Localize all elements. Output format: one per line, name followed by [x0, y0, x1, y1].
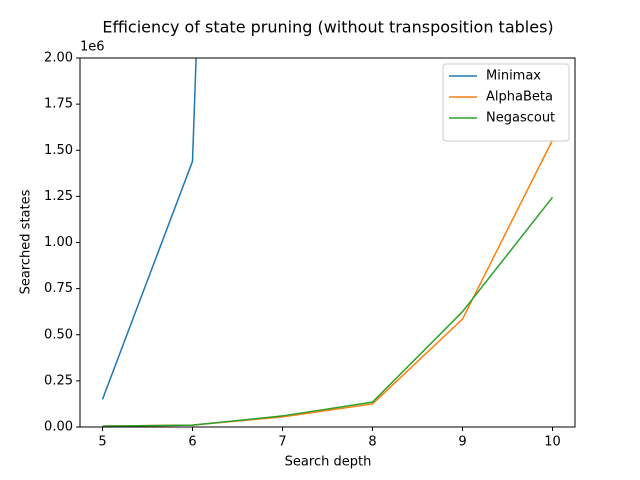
y-tick-label: 0.25 — [44, 373, 73, 388]
chart-title: Efficiency of state pruning (without tra… — [102, 18, 553, 37]
legend-label: Negascout — [486, 111, 555, 126]
plot-area — [101, 58, 554, 427]
x-axis-label: Search depth — [285, 455, 372, 470]
y-scale-label: 1e6 — [80, 40, 105, 55]
series-line — [102, 196, 554, 427]
legend: Minimax AlphaBeta Negascout — [442, 63, 570, 142]
legend-box — [442, 63, 570, 142]
x-tick-label: 8 — [368, 435, 376, 450]
y-tick-label: 1.75 — [44, 97, 73, 112]
y-tick-label: 1.50 — [44, 143, 73, 158]
y-tick-label: 2.00 — [44, 51, 73, 66]
x-tick-label: 9 — [458, 435, 466, 450]
y-tick-label: 0.50 — [44, 327, 73, 342]
x-tick-label: 7 — [278, 435, 286, 450]
series-line — [101, 58, 197, 400]
x-tick-label: 10 — [544, 435, 561, 450]
y-axis-label: Searched states — [19, 189, 34, 294]
y-tick-label: 1.25 — [44, 189, 73, 204]
x-tick-label: 5 — [98, 435, 106, 450]
y-tick-label: 1.00 — [44, 235, 73, 250]
x-tick-label: 6 — [188, 435, 196, 450]
legend-label: Minimax — [486, 69, 541, 84]
legend-label: AlphaBeta — [486, 90, 553, 105]
y-tick-label: 0.00 — [44, 420, 73, 435]
y-tick-label: 0.75 — [44, 281, 73, 296]
